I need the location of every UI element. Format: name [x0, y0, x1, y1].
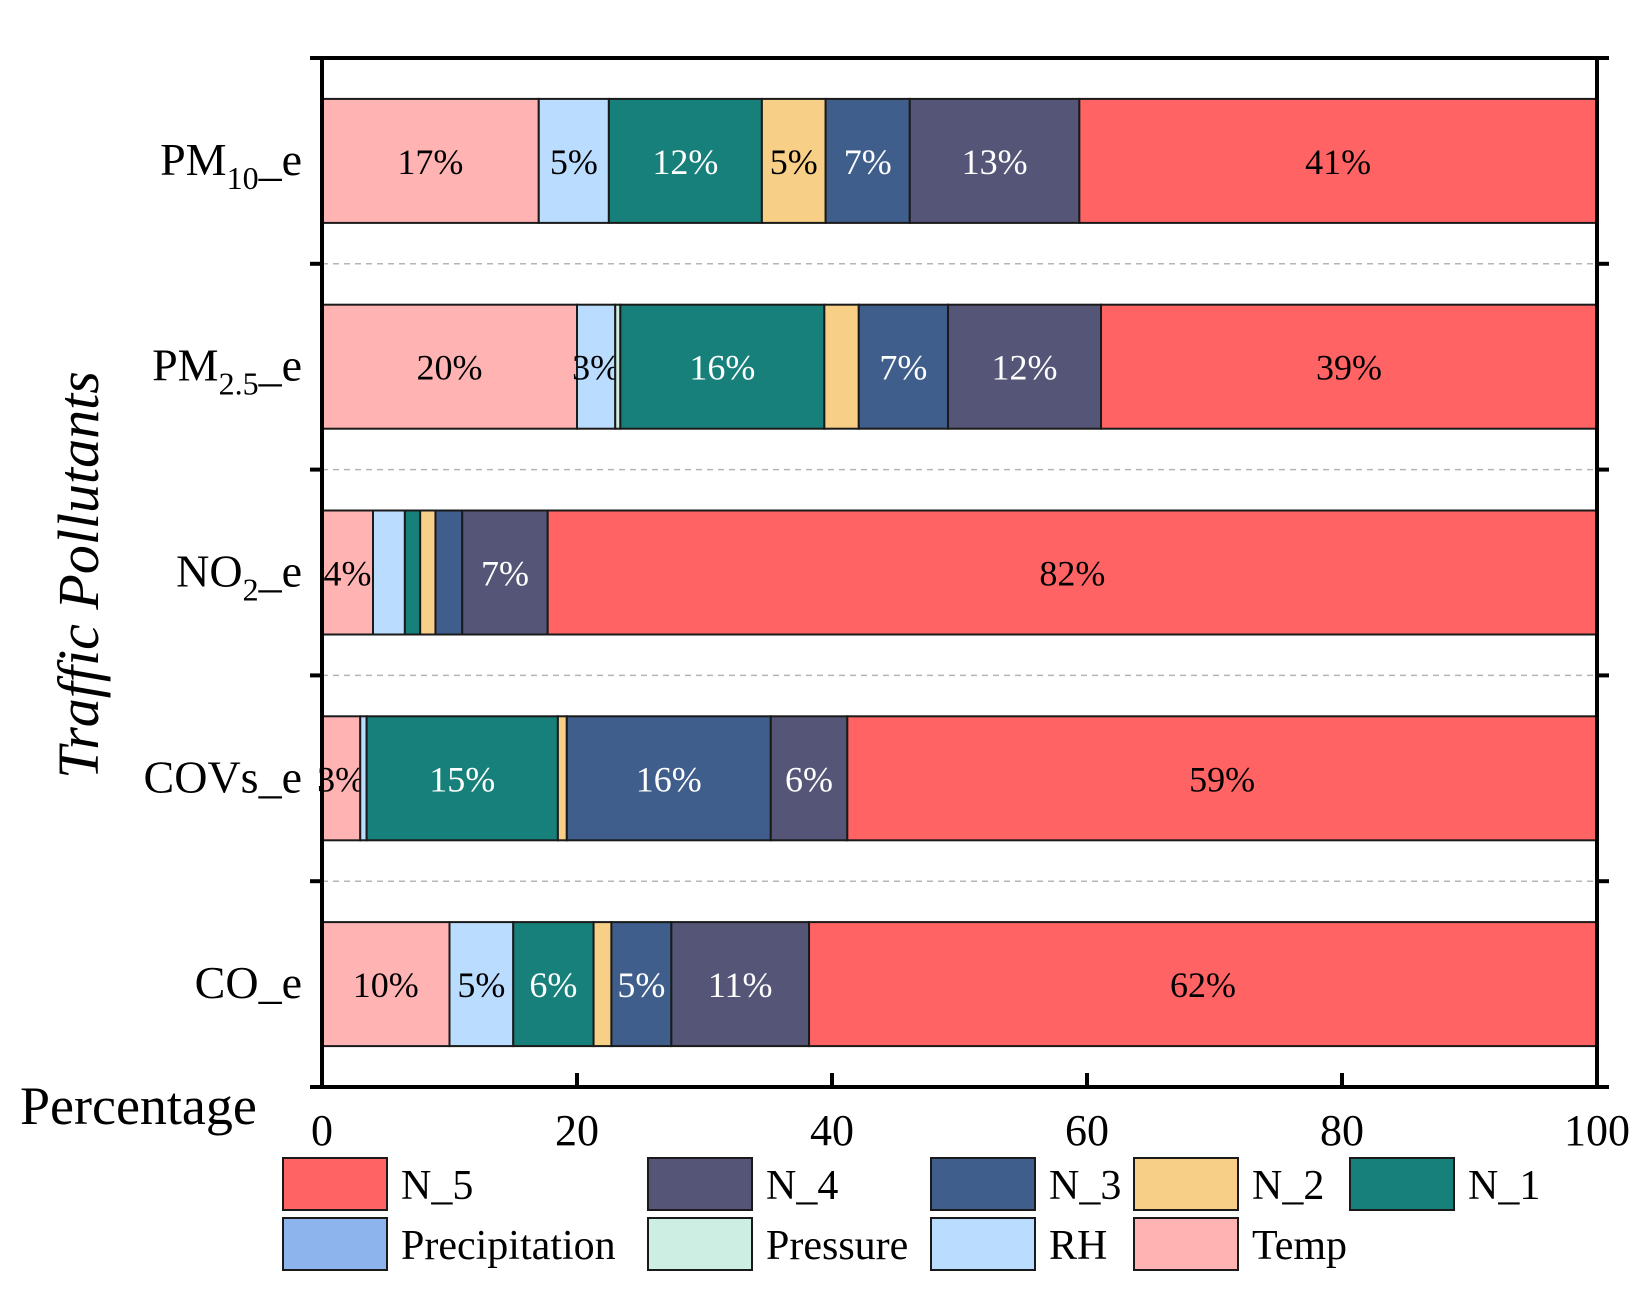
legend-swatch — [1133, 1217, 1239, 1271]
bar-segment-n2 — [592, 921, 613, 1048]
bar-segment-rh — [537, 97, 610, 224]
bar-segment-rh — [576, 303, 617, 430]
data-label: 7% — [844, 142, 892, 182]
axis-layer: PM10_e PM2.5_e NO2_e COVs_e CO_e 0 20 40 60 80 100 — [144, 56, 1630, 1155]
bar-segment-temp — [321, 303, 578, 430]
bar-segment-n2 — [760, 97, 827, 224]
legend-swatch — [647, 1217, 753, 1271]
data-label: 59% — [1189, 759, 1255, 799]
data-label: 82% — [1039, 554, 1105, 594]
bar-segment-n5 — [1078, 97, 1598, 224]
data-label: 5% — [550, 142, 598, 182]
data-label: 41% — [1305, 142, 1371, 182]
data-label: 3% — [572, 348, 620, 388]
bar-segment-n5 — [546, 509, 1598, 636]
legend-label: N_1 — [1468, 1163, 1540, 1209]
data-label: 16% — [636, 759, 702, 799]
x-tick-label: 20 — [555, 1106, 599, 1155]
data-label: 5% — [457, 965, 505, 1005]
data-label: 62% — [1170, 965, 1236, 1005]
bar-segment-temp — [321, 715, 362, 842]
grid-layer — [322, 263, 1597, 882]
data-label: 12% — [992, 348, 1058, 388]
legend-swatch — [930, 1217, 1036, 1271]
legend-swatch — [1349, 1157, 1455, 1211]
data-label: 12% — [652, 142, 718, 182]
legend-swatch — [647, 1157, 753, 1211]
data-label: 7% — [481, 554, 529, 594]
legend-swatch — [282, 1157, 388, 1211]
y-tick-label: NO2_e — [176, 546, 302, 608]
bars-layer: 17% 5% 12% 5% 7% 13% 41% 20% 3% 16% 7% 12% 39% 4% 7% 82… — [317, 97, 1599, 1048]
bar-segment-n5 — [808, 921, 1598, 1048]
data-label: 7% — [879, 348, 927, 388]
bar-segment-n2 — [419, 509, 437, 636]
bar-segment-n4 — [908, 97, 1081, 224]
data-label: 6% — [785, 759, 833, 799]
y-tick-label: COVs_e — [144, 751, 302, 802]
bar-segment-n5 — [1100, 303, 1599, 430]
data-label: 39% — [1316, 348, 1382, 388]
bar-segment-n1 — [619, 303, 826, 430]
data-label: 5% — [617, 965, 665, 1005]
legend-label: RH — [1049, 1223, 1107, 1269]
bar-segment-n4 — [769, 715, 849, 842]
data-label: 3% — [317, 759, 365, 799]
bar-segment-n1 — [512, 921, 595, 1048]
y-tick-label: CO_e — [195, 957, 302, 1008]
legend-label: Precipitation — [401, 1223, 616, 1269]
x-tick-label: 80 — [1320, 1106, 1364, 1155]
bar-segment-n4 — [947, 303, 1103, 430]
bar-segment-n2 — [556, 715, 568, 842]
y-axis-title: Traffic Pollutants — [46, 371, 111, 779]
data-label: 5% — [770, 142, 818, 182]
bar-segment-n3 — [824, 97, 911, 224]
bar-segment-n3 — [857, 303, 950, 430]
x-tick-label: 0 — [311, 1106, 333, 1155]
y-tick-label: PM2.5_e — [152, 340, 302, 402]
data-label: 11% — [708, 965, 773, 1005]
bar-segment-n3 — [565, 715, 772, 842]
data-label: 4% — [324, 554, 372, 594]
bar-segment-rh — [372, 509, 406, 636]
legend-label: N_3 — [1049, 1163, 1121, 1209]
data-label: 20% — [417, 348, 483, 388]
bar-segment-n3 — [434, 509, 464, 636]
plot-frame — [320, 56, 1599, 1089]
bar-segment-n4 — [670, 921, 811, 1048]
x-axis-title: Percentage — [20, 1076, 257, 1136]
bar-segment-temp — [321, 921, 451, 1048]
legend-swatch — [282, 1217, 388, 1271]
legend-swatch — [1133, 1157, 1239, 1211]
data-label: 10% — [353, 965, 419, 1005]
legend-label: Temp — [1252, 1223, 1347, 1269]
data-label: 15% — [429, 759, 495, 799]
bar-segment-n4 — [461, 509, 549, 636]
legend: N_5 N_4 N_3 N_2 N_1 Precipitation Pressure RH Te… — [282, 1157, 1540, 1271]
data-label: 17% — [397, 142, 463, 182]
frame-layer — [320, 56, 1599, 1089]
bar-segment-n2 — [823, 303, 860, 430]
legend-swatch — [930, 1157, 1036, 1211]
data-label: 16% — [689, 348, 755, 388]
bar-segment-rh — [448, 921, 515, 1048]
data-label: 13% — [962, 142, 1028, 182]
bar-segment-temp — [321, 509, 374, 636]
x-tick-label: 100 — [1564, 1106, 1630, 1155]
bar-segment-temp — [321, 97, 540, 224]
legend-label: Pressure — [766, 1223, 908, 1269]
legend-label: N_4 — [766, 1163, 838, 1209]
bar-segment-n1 — [403, 509, 422, 636]
bar-segment-n3 — [610, 921, 673, 1048]
y-tick-label: PM10_e — [160, 134, 302, 196]
legend-label: N_2 — [1252, 1163, 1324, 1209]
data-label: 6% — [529, 965, 577, 1005]
legend-label: N_5 — [401, 1163, 473, 1209]
bar-segment-n1 — [365, 715, 559, 842]
x-tick-label: 60 — [1065, 1106, 1109, 1155]
x-tick-label: 40 — [810, 1106, 854, 1155]
